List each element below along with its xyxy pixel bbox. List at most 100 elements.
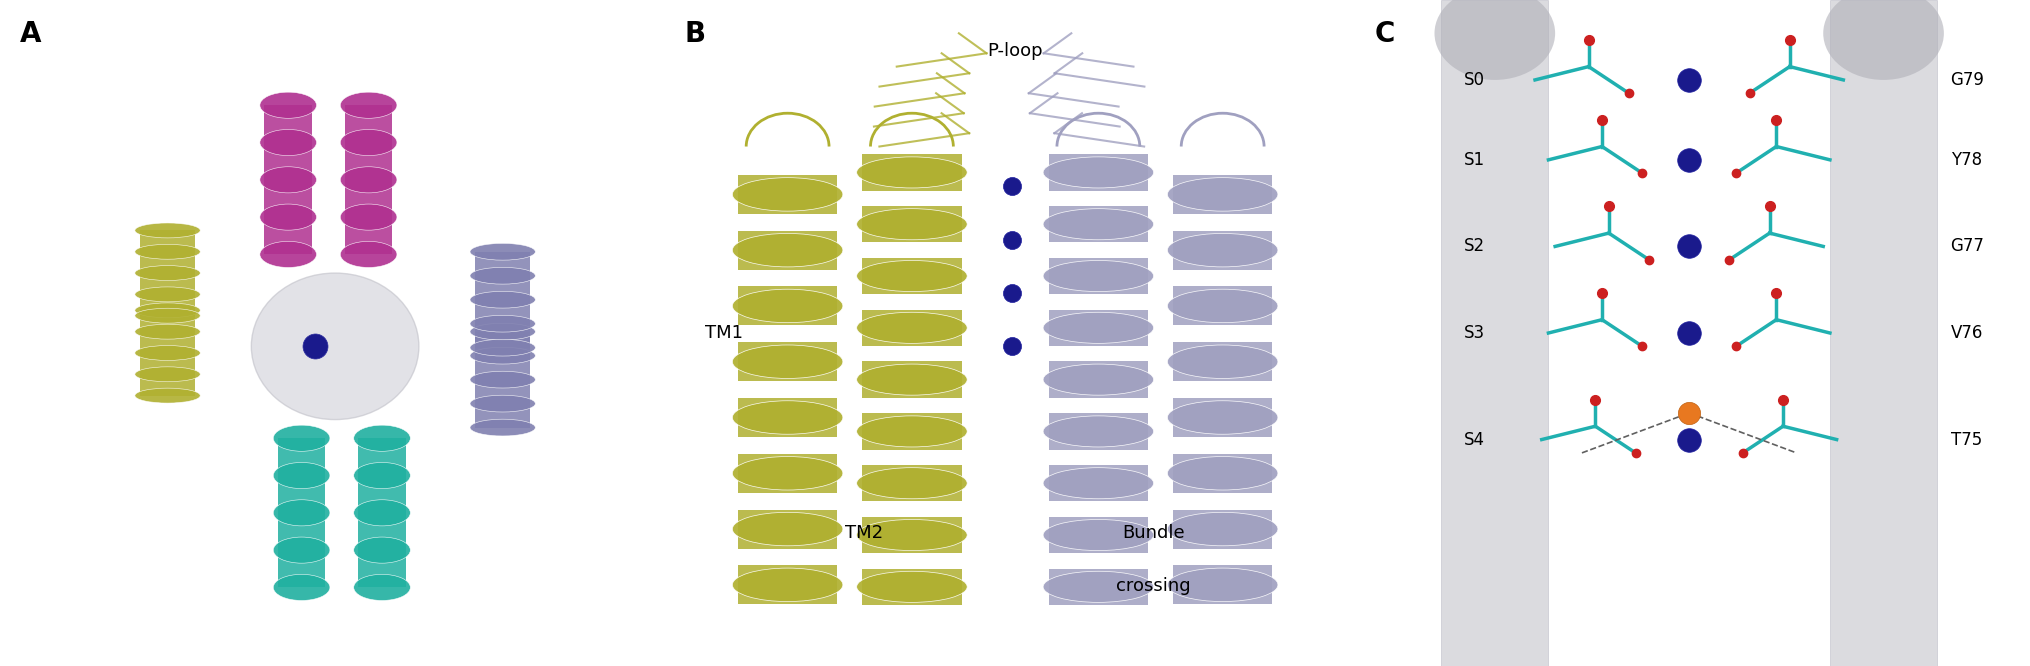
Polygon shape [1047, 155, 1147, 190]
Polygon shape [345, 217, 392, 254]
Polygon shape [357, 476, 406, 513]
Ellipse shape [1043, 468, 1153, 499]
Ellipse shape [260, 241, 317, 268]
Polygon shape [1173, 454, 1271, 493]
Ellipse shape [857, 416, 966, 447]
Ellipse shape [134, 324, 201, 339]
Ellipse shape [274, 537, 329, 563]
Polygon shape [140, 374, 195, 396]
Polygon shape [475, 332, 530, 356]
Ellipse shape [1167, 234, 1277, 267]
Polygon shape [264, 143, 313, 180]
Text: S3: S3 [1464, 324, 1484, 342]
Ellipse shape [857, 364, 966, 395]
Polygon shape [863, 310, 960, 346]
Ellipse shape [857, 157, 966, 188]
Ellipse shape [341, 241, 396, 268]
Polygon shape [264, 217, 313, 254]
Polygon shape [863, 362, 960, 398]
Ellipse shape [1167, 289, 1277, 322]
Text: B: B [684, 20, 704, 48]
Ellipse shape [857, 312, 966, 344]
Ellipse shape [469, 395, 536, 412]
Ellipse shape [341, 204, 396, 230]
Ellipse shape [469, 347, 536, 364]
Ellipse shape [353, 462, 410, 489]
Ellipse shape [857, 468, 966, 499]
Polygon shape [475, 356, 530, 380]
Polygon shape [345, 180, 392, 217]
Polygon shape [1829, 0, 1937, 666]
Ellipse shape [1043, 208, 1153, 240]
Ellipse shape [1043, 416, 1153, 447]
Ellipse shape [733, 178, 842, 211]
Polygon shape [1173, 175, 1271, 214]
Text: S2: S2 [1464, 237, 1484, 256]
Ellipse shape [469, 291, 536, 308]
Ellipse shape [134, 244, 201, 259]
Ellipse shape [134, 303, 201, 318]
Text: TM2: TM2 [844, 523, 883, 542]
Ellipse shape [469, 243, 536, 260]
Ellipse shape [733, 401, 842, 434]
Ellipse shape [733, 457, 842, 490]
Polygon shape [475, 276, 530, 300]
Ellipse shape [260, 92, 317, 119]
Polygon shape [140, 294, 195, 316]
Ellipse shape [134, 308, 201, 323]
Ellipse shape [1167, 457, 1277, 490]
Polygon shape [475, 404, 530, 428]
Polygon shape [140, 273, 195, 294]
Ellipse shape [1167, 568, 1277, 601]
Ellipse shape [134, 346, 201, 360]
Polygon shape [1173, 398, 1271, 437]
Polygon shape [475, 252, 530, 276]
Ellipse shape [733, 345, 842, 378]
Ellipse shape [857, 571, 966, 602]
Polygon shape [1173, 565, 1271, 604]
Ellipse shape [1433, 0, 1555, 80]
Polygon shape [863, 569, 960, 605]
Ellipse shape [469, 323, 536, 340]
Ellipse shape [857, 260, 966, 292]
Ellipse shape [1167, 401, 1277, 434]
Ellipse shape [733, 234, 842, 267]
Ellipse shape [469, 267, 536, 284]
Ellipse shape [469, 315, 536, 332]
Polygon shape [863, 414, 960, 450]
Ellipse shape [134, 266, 201, 280]
Ellipse shape [353, 425, 410, 452]
Ellipse shape [1043, 157, 1153, 188]
Polygon shape [737, 175, 836, 214]
Polygon shape [863, 258, 960, 294]
Polygon shape [357, 438, 406, 476]
Text: G77: G77 [1949, 237, 1983, 256]
Polygon shape [264, 180, 313, 217]
Ellipse shape [469, 339, 536, 356]
Ellipse shape [1043, 571, 1153, 602]
Polygon shape [737, 286, 836, 326]
Text: T75: T75 [1949, 430, 1981, 449]
Polygon shape [140, 252, 195, 273]
Ellipse shape [260, 166, 317, 193]
Polygon shape [1047, 310, 1147, 346]
Polygon shape [1047, 517, 1147, 553]
Polygon shape [737, 454, 836, 493]
Polygon shape [278, 550, 325, 587]
Ellipse shape [134, 388, 201, 403]
Polygon shape [737, 565, 836, 604]
Polygon shape [1047, 362, 1147, 398]
Polygon shape [140, 353, 195, 374]
Ellipse shape [1043, 364, 1153, 395]
Polygon shape [1047, 258, 1147, 294]
Polygon shape [1173, 286, 1271, 326]
Text: S4: S4 [1464, 430, 1484, 449]
Ellipse shape [252, 273, 418, 420]
Text: P-loop: P-loop [987, 42, 1043, 60]
Text: TM1: TM1 [704, 324, 743, 342]
Ellipse shape [1167, 512, 1277, 546]
Ellipse shape [134, 287, 201, 302]
Ellipse shape [857, 519, 966, 551]
Polygon shape [357, 513, 406, 550]
Ellipse shape [274, 574, 329, 601]
